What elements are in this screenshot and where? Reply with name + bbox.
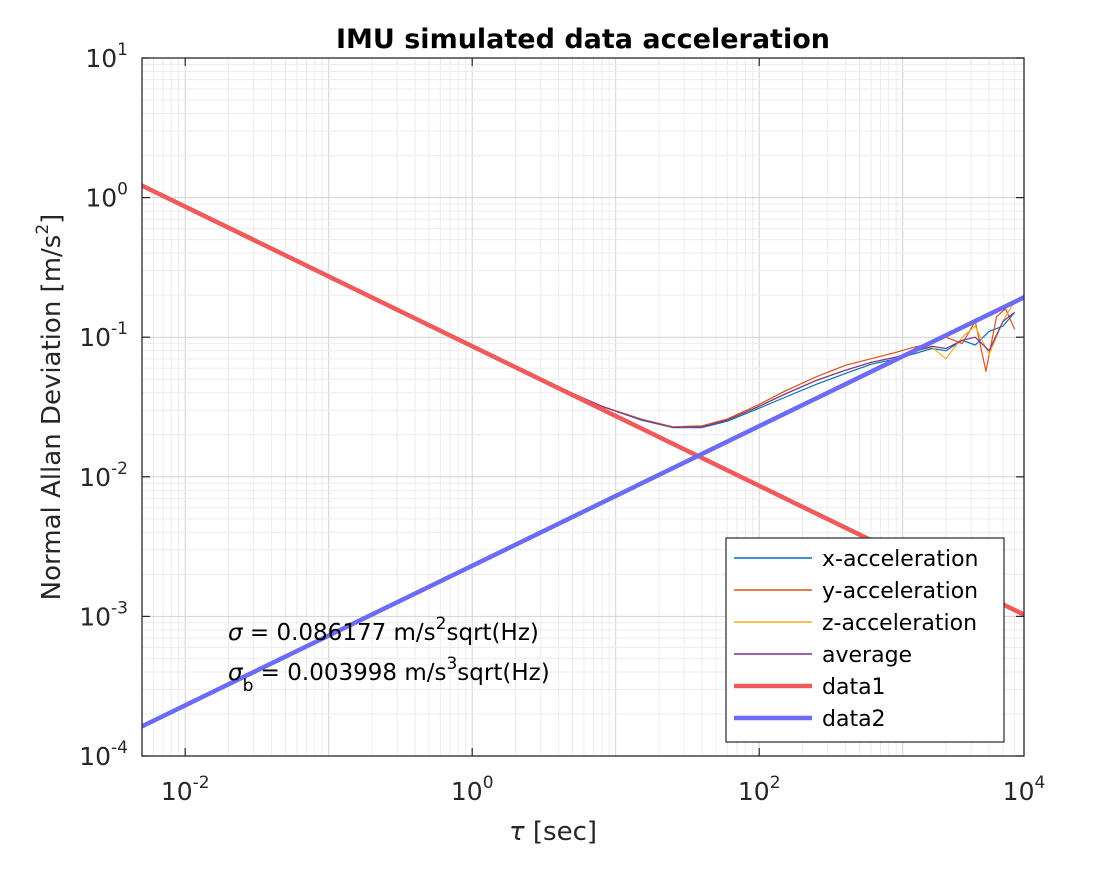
x-tick-base: 10	[161, 777, 193, 806]
legend-label: x-acceleration	[822, 547, 978, 572]
annotations: σ = 0.086177 m/s2sqrt(Hz)σb = 0.003998 m…	[228, 614, 550, 696]
x-tick-exponent: 4	[1034, 773, 1045, 793]
x-tick-label: 10-2	[161, 773, 210, 806]
series-line-data2	[142, 295, 1024, 729]
legend-label: average	[822, 643, 912, 668]
legend-label: y-acceleration	[822, 579, 978, 604]
x-tick-label: 104	[1003, 773, 1046, 806]
annotation-sigma-1: σ = 0.086177 m/s2sqrt(Hz)	[228, 614, 539, 646]
annotation-superscript: 3	[446, 654, 457, 674]
y-axis-label-main: Normal Allan Deviation [m/s	[37, 235, 67, 601]
annotation-subscript: b	[243, 676, 254, 696]
y-axis-label-close: ]	[37, 214, 67, 224]
annotation-unit: sqrt(Hz)	[457, 660, 549, 686]
annotation-value: = 0.003998 m/s	[253, 660, 446, 686]
x-tick-base: 10	[451, 777, 483, 806]
legend: x-acceleration y-acceleration z-accelerati…	[725, 537, 1005, 743]
y-tick-exponent: -2	[111, 459, 128, 479]
annotation-value: = 0.086177 m/s	[243, 620, 436, 646]
y-tick-exponent: -4	[111, 738, 128, 758]
annotation-unit: sqrt(Hz)	[447, 620, 539, 646]
y-tick-exponent: 0	[117, 180, 128, 200]
x-axis-unit: [sec]	[533, 817, 597, 847]
x-tick-exponent: 0	[483, 773, 494, 793]
y-tick-label: 101	[85, 40, 128, 73]
y-tick-exponent: -3	[111, 598, 128, 618]
y-tick-label: 10-4	[79, 738, 128, 771]
y-axis-label-exponent: 2	[33, 224, 53, 235]
annotation-symbol: σ	[228, 660, 244, 686]
annotation-superscript: 2	[436, 614, 447, 634]
y-axis-label: Normal Allan Deviation [m/s2]	[33, 214, 67, 601]
y-tick-base: 10	[79, 742, 111, 771]
legend-label: data1	[822, 675, 886, 700]
legend-label: data2	[822, 707, 886, 732]
chart-title: IMU simulated data acceleration	[336, 24, 830, 55]
y-tick-base: 10	[79, 602, 111, 631]
annotation-sigma-2: σb = 0.003998 m/s3sqrt(Hz)	[228, 654, 550, 696]
y-tick-base: 10	[79, 463, 111, 492]
legend-label: z-acceleration	[822, 611, 977, 636]
y-tick-base: 10	[79, 323, 111, 352]
y-tick-label: 10-1	[79, 319, 128, 352]
grid	[141, 57, 1025, 757]
plot-frame	[141, 57, 1025, 757]
y-tick-label: 100	[85, 180, 128, 213]
y-tick-base: 10	[85, 184, 117, 213]
x-tick-base: 10	[1003, 777, 1035, 806]
legend-box	[725, 537, 1005, 743]
annotation-symbol: σ	[228, 620, 244, 646]
x-tick-base: 10	[738, 777, 770, 806]
x-tick-exponent: 2	[770, 773, 781, 793]
x-axis-symbol: τ	[509, 817, 525, 847]
y-tick-exponent: -1	[111, 319, 128, 339]
x-tick-label: 102	[738, 773, 781, 806]
x-axis-label: τ [sec]	[509, 817, 597, 847]
y-tick-exponent: 1	[117, 40, 128, 60]
y-tick-label: 10-3	[79, 598, 128, 631]
y-tick-base: 10	[85, 44, 117, 73]
x-tick-exponent: -2	[193, 773, 210, 793]
x-tick-label: 100	[451, 773, 494, 806]
y-tick-label: 10-2	[79, 459, 128, 492]
